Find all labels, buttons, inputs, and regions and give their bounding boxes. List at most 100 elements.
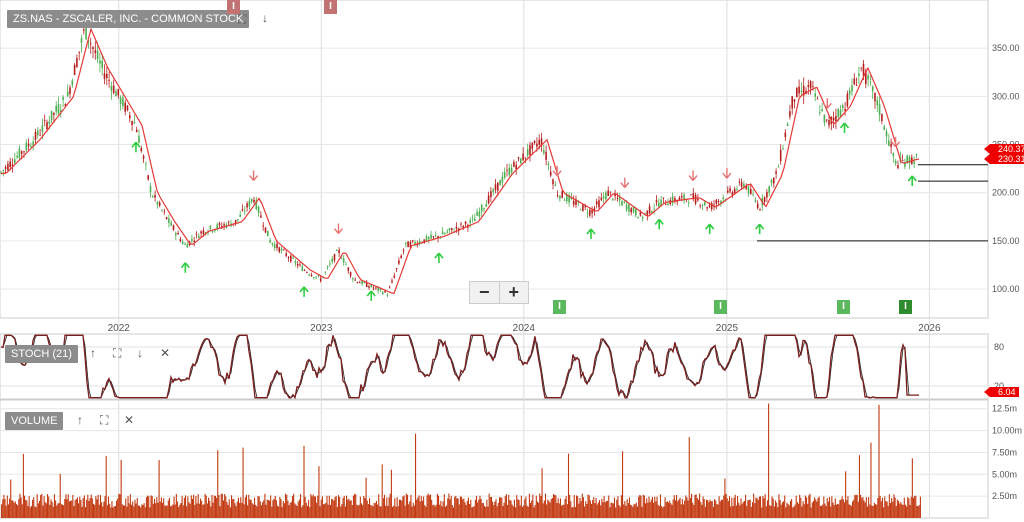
volume-bar xyxy=(479,495,481,518)
volume-y-tick-label: 5.00m xyxy=(992,469,1017,479)
volume-bar xyxy=(657,504,659,518)
price-candle xyxy=(526,149,529,156)
down-arrow-icon xyxy=(722,168,732,179)
volume-bar xyxy=(558,503,560,518)
volume-bar xyxy=(339,496,341,518)
price-candle xyxy=(386,294,389,296)
volume-bar xyxy=(656,496,658,518)
event-marker-bottom[interactable]: I xyxy=(553,300,566,314)
price-candle xyxy=(161,209,163,211)
down-arrow-icon xyxy=(891,136,901,148)
volume-bar xyxy=(503,502,505,518)
volume-bar xyxy=(285,493,287,518)
price-candle xyxy=(80,38,83,44)
volume-bar xyxy=(266,499,268,518)
close-icon[interactable]: ✕ xyxy=(160,346,171,360)
volume-bar xyxy=(178,506,180,518)
volume-bar xyxy=(431,499,433,518)
volume-bar xyxy=(636,506,639,518)
x-tick-label: 2023 xyxy=(310,323,333,334)
zoom-out-button[interactable]: − xyxy=(470,282,500,303)
volume-bar xyxy=(41,493,43,518)
volume-bar xyxy=(687,500,689,518)
close-icon[interactable]: ✕ xyxy=(124,413,135,427)
volume-bar xyxy=(318,466,320,518)
volume-bar xyxy=(320,499,322,518)
volume-bar xyxy=(87,494,89,518)
price-candle xyxy=(359,282,361,284)
volume-bar xyxy=(233,499,235,518)
volume-bar xyxy=(104,496,106,518)
volume-bar xyxy=(875,504,877,518)
volume-bar xyxy=(159,501,161,518)
event-marker-bottom[interactable]: I xyxy=(899,300,912,314)
volume-bar xyxy=(205,495,207,518)
volume-bar xyxy=(691,493,693,518)
volume-bar xyxy=(623,504,625,518)
price-candle xyxy=(566,194,568,202)
volume-bar xyxy=(327,504,329,518)
price-candle xyxy=(510,167,513,173)
volume-bar xyxy=(865,497,867,518)
volume-bar xyxy=(212,502,214,518)
expand-icon[interactable]: ⛶ xyxy=(238,12,247,26)
volume-bar xyxy=(716,503,718,518)
volume-bar xyxy=(174,504,176,518)
stoch-panel-title: STOCH (21) xyxy=(5,345,78,363)
volume-bar xyxy=(57,503,59,518)
volume-bar xyxy=(127,496,129,518)
up-signal-arrow xyxy=(654,218,664,230)
volume-bar xyxy=(402,496,404,518)
arrow-down-icon[interactable]: ↓ xyxy=(262,11,268,25)
volume-bar xyxy=(601,498,603,518)
event-marker-bottom[interactable]: I xyxy=(714,300,727,314)
volume-bar xyxy=(727,500,729,518)
price-candle xyxy=(122,97,124,107)
volume-bar xyxy=(770,506,772,518)
event-marker-bottom[interactable]: I xyxy=(837,300,850,314)
zoom-in-button[interactable]: + xyxy=(508,282,519,302)
price-candle xyxy=(720,200,722,204)
volume-bar xyxy=(765,506,767,518)
volume-bar xyxy=(383,494,386,518)
arrow-down-icon[interactable]: ↓ xyxy=(137,346,143,360)
event-marker-top[interactable]: I xyxy=(324,0,337,14)
up-signal-arrow xyxy=(839,122,850,133)
price-candle xyxy=(582,204,584,211)
volume-bar xyxy=(419,501,421,518)
volume-bar xyxy=(403,495,405,518)
price-candle xyxy=(584,206,586,208)
volume-bar xyxy=(56,505,58,518)
price-candle xyxy=(731,192,734,195)
up-arrow-icon xyxy=(299,286,309,297)
expand-icon[interactable]: ⛶ xyxy=(100,413,109,427)
expand-icon[interactable]: ⛶ xyxy=(113,346,122,360)
up-arrow-icon xyxy=(131,141,141,153)
price-candle xyxy=(874,93,876,102)
volume-bar xyxy=(98,504,100,518)
event-marker-top[interactable]: I xyxy=(227,0,240,14)
price-candle xyxy=(706,207,708,209)
volume-bar xyxy=(618,505,620,518)
price-candle xyxy=(692,193,695,200)
volume-bar xyxy=(586,503,588,518)
volume-bar xyxy=(183,497,185,518)
volume-bar xyxy=(2,499,4,518)
volume-bar xyxy=(187,496,189,518)
volume-bar xyxy=(182,505,184,518)
price-candle xyxy=(658,202,660,208)
down-signal-arrow xyxy=(333,223,344,234)
volume-bar xyxy=(891,498,893,518)
volume-bar xyxy=(742,501,744,518)
volume-bar xyxy=(351,505,353,518)
price-candle xyxy=(411,240,414,242)
price-candle xyxy=(687,202,690,204)
volume-bar xyxy=(602,502,604,518)
price-candle xyxy=(407,241,409,248)
arrow-up-icon[interactable]: ↑ xyxy=(90,346,96,360)
volume-bar xyxy=(144,507,146,518)
volume-bar xyxy=(487,506,489,518)
volume-bar xyxy=(754,503,756,518)
volume-bar xyxy=(832,502,834,518)
arrow-up-icon[interactable]: ↑ xyxy=(77,413,83,427)
